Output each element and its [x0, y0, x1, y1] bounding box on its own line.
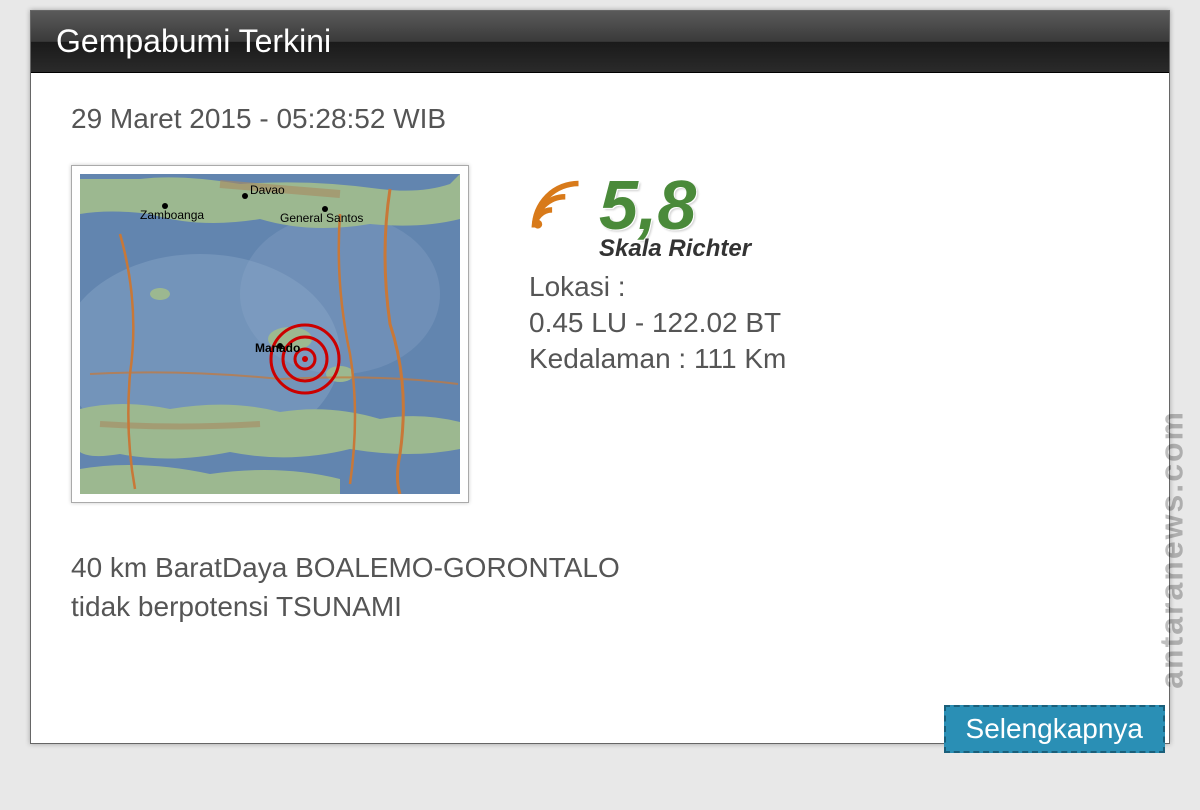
map-svg: Davao Zamboanga General Santos Manado: [80, 174, 460, 494]
info-column: 5,8 Skala Richter Lokasi : 0.45 LU - 122…: [529, 165, 786, 375]
magnitude-row: 5,8: [529, 170, 786, 240]
more-button[interactable]: Selengkapnya: [944, 705, 1165, 753]
magnitude-value: 5,8: [599, 170, 696, 240]
svg-text:General Santos: General Santos: [280, 211, 363, 225]
coordinates: 0.45 LU - 122.02 BT: [529, 307, 786, 339]
content-row: Davao Zamboanga General Santos Manado: [71, 165, 1129, 503]
seismic-wave-icon: [529, 178, 584, 233]
event-description: 40 km BaratDaya BOALEMO-GORONTALO tidak …: [71, 548, 1129, 626]
earthquake-panel: Gempabumi Terkini 29 Maret 2015 - 05:28:…: [30, 10, 1170, 744]
map-svg-wrap: Davao Zamboanga General Santos Manado: [80, 174, 460, 494]
desc-line-1: 40 km BaratDaya BOALEMO-GORONTALO: [71, 548, 1129, 587]
svg-text:Manado: Manado: [255, 341, 300, 355]
panel-body: 29 Maret 2015 - 05:28:52 WIB: [31, 73, 1169, 743]
location-label: Lokasi :: [529, 271, 786, 303]
depth: Kedalaman : 111 Km: [529, 343, 786, 375]
svg-text:Davao: Davao: [250, 183, 285, 197]
scale-label: Skala Richter: [599, 235, 786, 263]
svg-text:Zamboanga: Zamboanga: [140, 208, 204, 222]
map-thumbnail[interactable]: Davao Zamboanga General Santos Manado: [71, 165, 469, 503]
event-datetime: 29 Maret 2015 - 05:28:52 WIB: [71, 103, 1129, 135]
desc-line-2: tidak berpotensi TSUNAMI: [71, 587, 1129, 626]
panel-title: Gempabumi Terkini: [31, 11, 1169, 73]
